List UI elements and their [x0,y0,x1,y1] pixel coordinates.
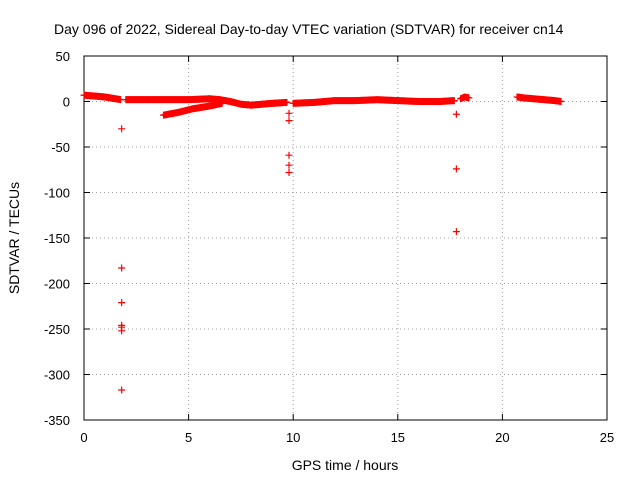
outlier-point [118,386,126,394]
outlier-point [285,117,293,125]
y-tick-label: -100 [44,186,70,201]
y-tick-label: -250 [44,322,70,337]
x-tick-label: 5 [185,430,192,445]
grid [84,56,607,420]
y-tick-label: -200 [44,277,70,292]
y-tick-label: -300 [44,368,70,383]
chart-title: Day 096 of 2022, Sidereal Day-to-day VTE… [54,21,564,37]
data-point [557,98,565,105]
data-point [465,94,473,102]
outlier-point [118,125,126,133]
y-tick-label: -50 [51,140,70,155]
axis-ticks: 0 5 10 15 20 25 50 0 -50 -100 -150 -200 -250 -300 -350 [44,49,614,445]
x-tick-label: 25 [600,430,614,445]
outlier-point [285,161,293,169]
x-tick-label: 15 [391,430,405,445]
x-tick-label: 0 [80,430,87,445]
outlier-point [452,110,460,118]
y-tick-label: -350 [44,413,70,428]
outlier-point [285,168,293,176]
outlier-point [452,165,460,173]
outlier-point [285,109,293,117]
y-tick-label: 0 [63,95,70,110]
data-points [80,91,565,394]
data-point [450,97,458,105]
x-tick-label: 10 [286,430,300,445]
data-point [283,98,291,106]
outlier-point [452,228,460,236]
x-tick-label: 20 [495,430,509,445]
outlier-point [118,323,126,331]
y-tick-label: -150 [44,231,70,246]
x-axis-label: GPS time / hours [292,457,399,473]
outlier-point [118,264,126,272]
y-axis-label: SDTVAR / TECUs [6,182,22,294]
outlier-point [118,299,126,307]
outlier-point [285,151,293,159]
y-tick-label: 50 [56,49,70,64]
